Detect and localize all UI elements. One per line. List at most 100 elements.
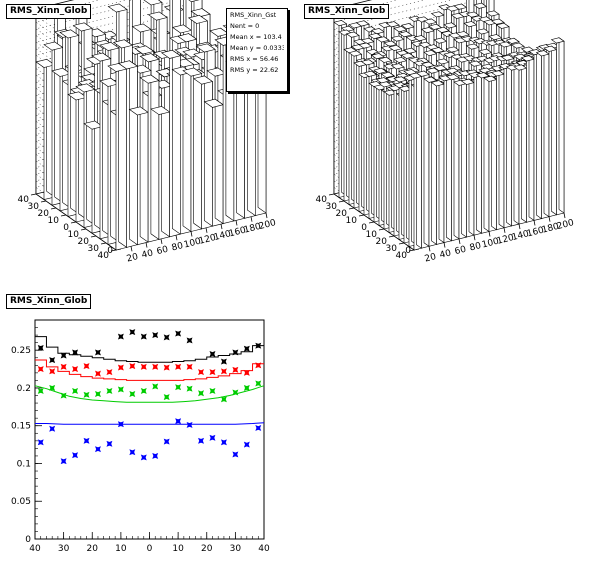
y-tick-label: 40 xyxy=(396,251,408,261)
bar-side-face xyxy=(544,51,549,217)
x-tick-label: 30 xyxy=(58,544,70,554)
bar-side-face xyxy=(183,67,191,232)
y-tick-label: 0.05 xyxy=(11,497,31,507)
x-tick xyxy=(266,213,267,218)
x-tick-label: 60 xyxy=(156,245,170,258)
x-tick-label: 10 xyxy=(115,544,127,554)
y-tick xyxy=(91,236,96,237)
x-tick xyxy=(534,220,535,225)
x-tick xyxy=(429,246,430,251)
bar-side-face xyxy=(552,46,557,215)
stats-row: RMS y = 22.62 xyxy=(230,65,284,76)
y-tick xyxy=(399,243,404,244)
y-tick-label: 10 xyxy=(346,216,358,226)
y-tick xyxy=(329,194,334,195)
y-tick xyxy=(31,194,36,195)
x-tick-label: 20 xyxy=(201,544,213,554)
x-tick xyxy=(251,217,252,222)
x-tick-label: 40 xyxy=(258,544,270,554)
bar-side-face xyxy=(439,81,444,243)
bar-side-face xyxy=(514,65,519,224)
x-tick xyxy=(206,228,207,233)
stats-row: Nent = 0 xyxy=(230,21,284,32)
bar-side-face xyxy=(492,76,497,230)
y-tick xyxy=(101,243,106,244)
pad-top-right: 00.050.10.150.20.25204060801001201401601… xyxy=(298,0,596,286)
bar-side-face xyxy=(454,74,459,239)
stats-box: RMS_Xinn_Gst Nent = 0 Mean x = 103.4 Mea… xyxy=(226,8,288,92)
bar-side-face xyxy=(522,65,527,223)
y-tick-label: 40 xyxy=(98,251,110,261)
y-tick-label: 0.2 xyxy=(17,384,31,394)
y-tick xyxy=(389,236,394,237)
y-tick xyxy=(339,201,344,202)
bar-side-face xyxy=(119,63,127,247)
bar-side-face xyxy=(432,77,437,244)
bar-side-face xyxy=(129,61,137,245)
bar-side-face xyxy=(559,38,564,213)
x-tick xyxy=(161,239,162,244)
pad-top-left: 00.050.10.150.20.25204060801001201401601… xyxy=(0,0,298,286)
x-tick xyxy=(504,228,505,233)
x-tick-label: 200 xyxy=(556,218,575,232)
x-tick-label: 20 xyxy=(87,544,99,554)
x-tick xyxy=(474,235,475,240)
lego-plot-right: 00.050.10.150.20.25204060801001201401601… xyxy=(298,0,596,286)
y-tick xyxy=(359,215,364,216)
x-tick-label: 10 xyxy=(172,544,184,554)
x-tick-label: 40 xyxy=(141,248,155,261)
x-tick xyxy=(564,213,565,218)
y-tick xyxy=(379,229,384,230)
y-tick xyxy=(51,208,56,209)
y-tick-label: 0.1 xyxy=(17,459,31,469)
bar-side-face xyxy=(447,76,452,241)
x-tick xyxy=(176,235,177,240)
bar-side-face xyxy=(484,73,489,232)
bar-side-face xyxy=(529,56,534,221)
bar-side-face xyxy=(477,72,482,233)
plot-title: RMS_Xinn_Glob xyxy=(6,294,91,309)
bar-side-face xyxy=(194,68,202,229)
stats-row: Mean y = 0.03333 xyxy=(230,43,284,54)
bar-side-face xyxy=(537,49,542,218)
x-tick-label: 60 xyxy=(454,245,468,258)
y-tick-label: 0.25 xyxy=(11,346,31,356)
bar-side-face xyxy=(151,75,159,239)
x-tick xyxy=(236,220,237,225)
plot-title: RMS_Xinn_Glob xyxy=(6,4,91,19)
y-tick xyxy=(369,222,374,223)
bar-side-face xyxy=(215,99,223,224)
x-tick xyxy=(549,217,550,222)
y-tick xyxy=(61,215,66,216)
x-tick xyxy=(519,224,520,229)
bar-side-face xyxy=(172,50,180,234)
x-tick xyxy=(146,243,147,248)
bar-side-face xyxy=(424,71,429,246)
x-tick-label: 200 xyxy=(258,218,277,232)
stats-row: Mean x = 103.4 xyxy=(230,32,284,43)
x-tick xyxy=(459,239,460,244)
bar-side-face xyxy=(204,76,212,226)
y-tick xyxy=(71,222,76,223)
plot-title: RMS_Xinn_Glob xyxy=(304,4,389,19)
y-tick xyxy=(41,201,46,202)
y-tick-label: 10 xyxy=(48,216,60,226)
bar-side-face xyxy=(469,79,474,235)
x-tick xyxy=(191,232,192,237)
stats-title: RMS_Xinn_Gst xyxy=(230,10,284,21)
stats-row: RMS x = 56.46 xyxy=(230,54,284,65)
y-tick-label: 0.15 xyxy=(11,422,31,432)
bar-side-face xyxy=(507,64,512,226)
x-tick xyxy=(444,243,445,248)
bar-side-face xyxy=(140,107,148,242)
x-tick xyxy=(221,224,222,229)
x-tick xyxy=(131,246,132,251)
x-tick-label: 40 xyxy=(29,544,41,554)
x-tick-label: 20 xyxy=(424,252,438,265)
x-tick xyxy=(489,232,490,237)
x-tick-label: 40 xyxy=(439,248,453,261)
bar-side-face xyxy=(417,73,422,248)
x-tick-label: 0 xyxy=(147,544,153,554)
